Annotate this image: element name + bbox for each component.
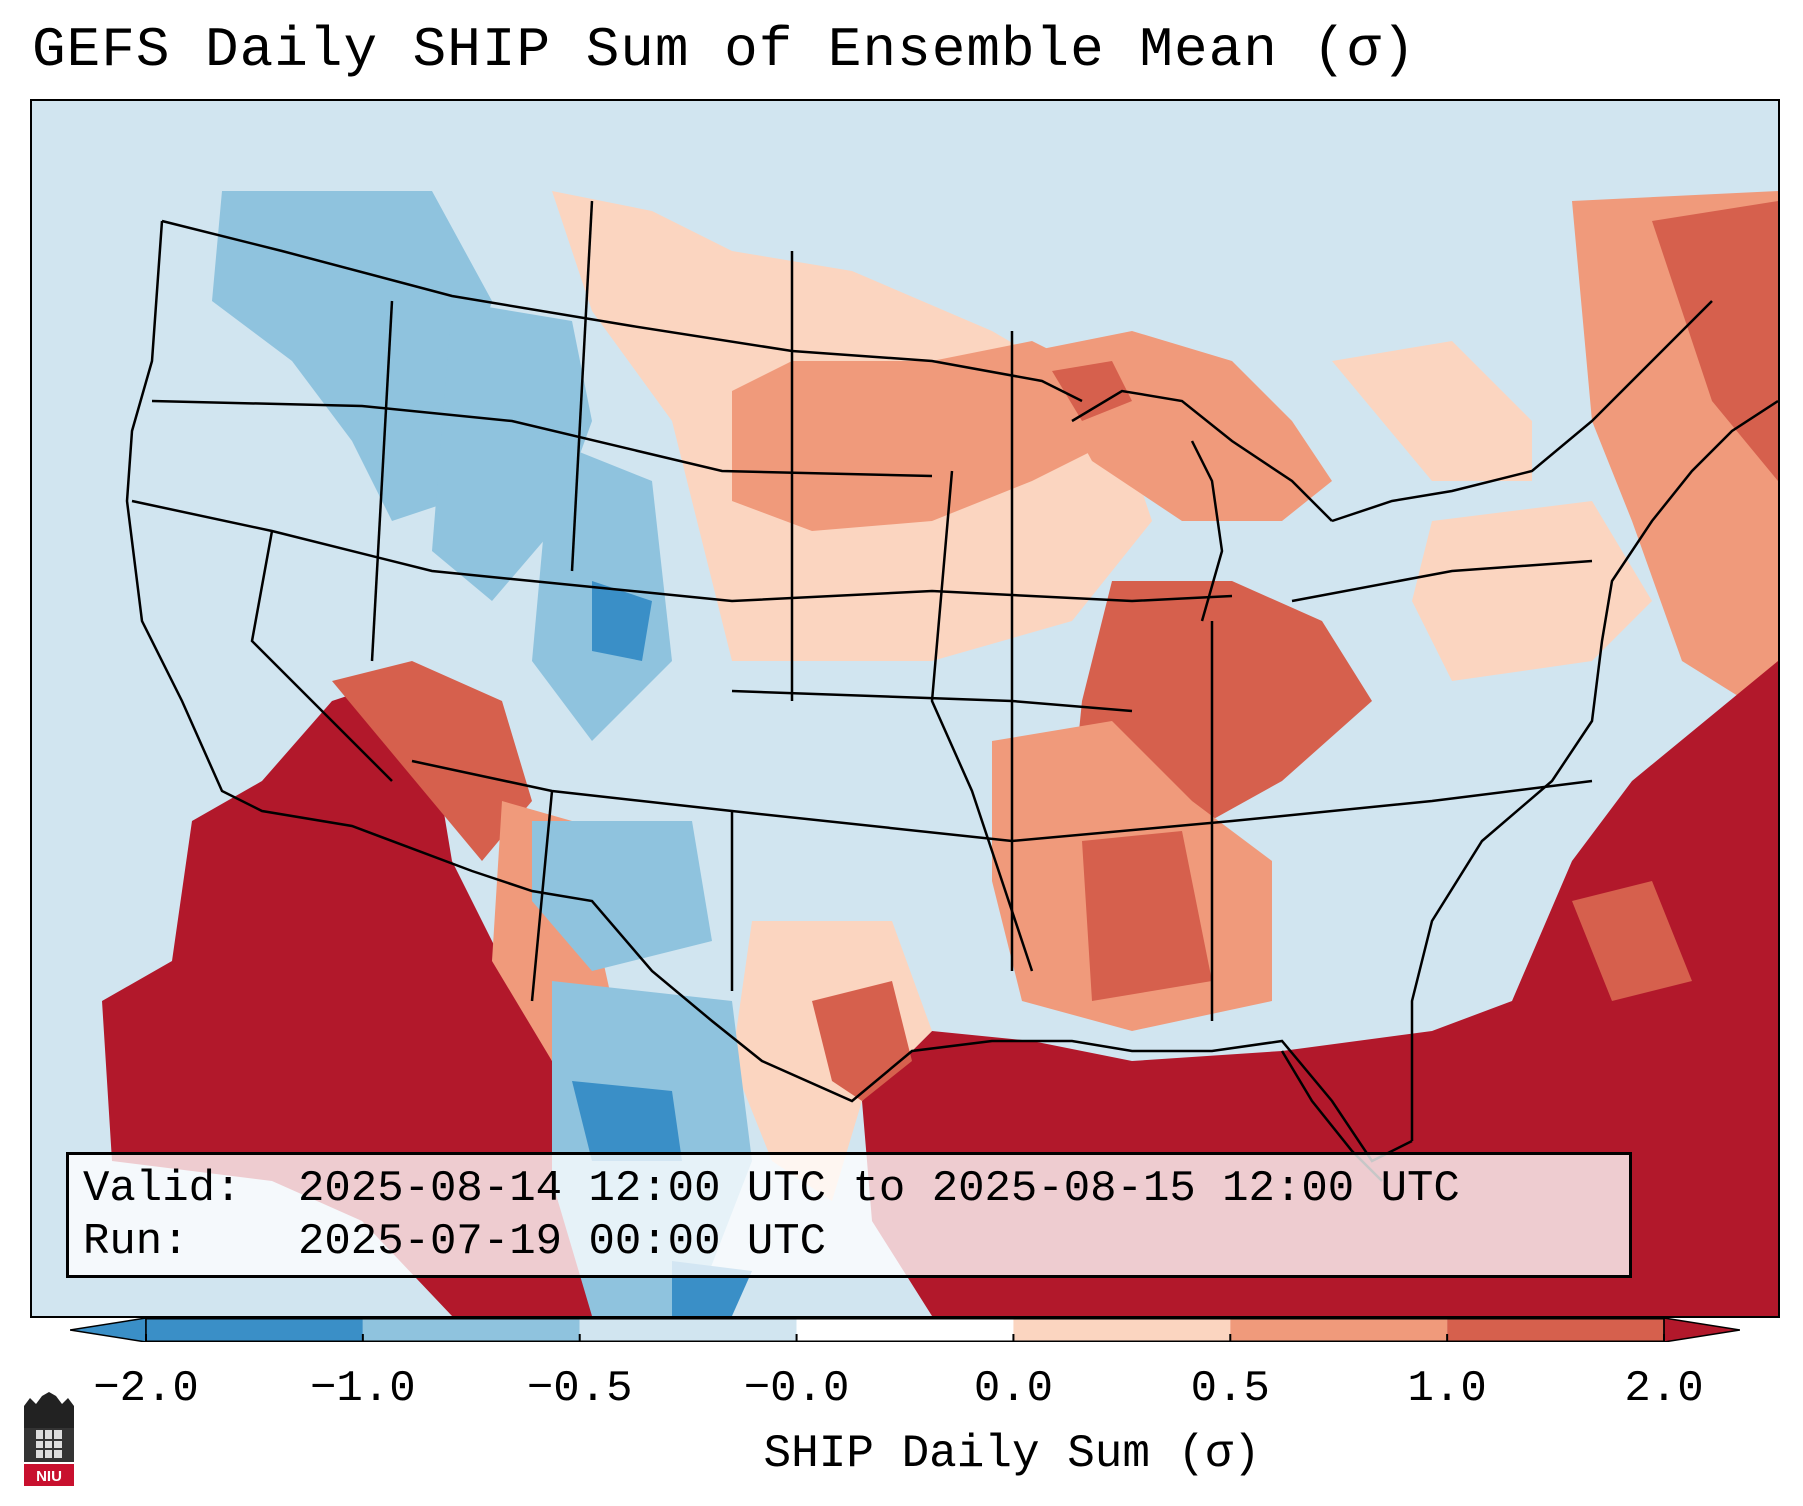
run-value: 2025-07-19 00:00 UTC bbox=[298, 1217, 827, 1267]
run-line: Run: 2025-07-19 00:00 UTC bbox=[83, 1216, 1615, 1269]
anomaly-map bbox=[32, 101, 1778, 1316]
valid-line: Valid: 2025-08-14 12:00 UTC to 2025-08-15… bbox=[83, 1163, 1615, 1216]
map-panel bbox=[30, 99, 1780, 1318]
state-line-10 bbox=[1291, 559, 1593, 603]
new-england-strong-positive bbox=[1652, 201, 1778, 481]
boundary-lines bbox=[125, 200, 1778, 1182]
valid-label: Valid: bbox=[83, 1164, 242, 1214]
state-line-8 bbox=[570, 200, 594, 572]
colorbar-tick-label: −0.0 bbox=[743, 1364, 850, 1414]
valid-run-info-box: Valid: 2025-08-14 12:00 UTC to 2025-08-15… bbox=[66, 1152, 1632, 1278]
colorado-strong-negative bbox=[592, 581, 652, 661]
colorbar-segment bbox=[579, 1318, 797, 1342]
valid-value: 2025-08-14 12:00 UTC to 2025-08-15 12:00… bbox=[298, 1164, 1460, 1214]
colorbar-segment bbox=[1013, 1318, 1231, 1342]
colorbar-label: SHIP Daily Sum (σ) bbox=[763, 1428, 1261, 1480]
colorbar-tick-label: −2.0 bbox=[93, 1364, 199, 1414]
colorbar-segment bbox=[362, 1318, 580, 1342]
logo-tower-roof bbox=[24, 1392, 74, 1430]
state-line-5 bbox=[930, 470, 1034, 972]
colorbar-segment bbox=[1447, 1318, 1664, 1342]
logo-text: NIU bbox=[36, 1468, 62, 1485]
lake-michigan-shore bbox=[1190, 440, 1224, 622]
state-line-2 bbox=[131, 499, 1233, 603]
canada-weak-positive bbox=[1332, 341, 1532, 481]
colorbar-extend-low bbox=[70, 1318, 147, 1342]
colorbar-tick-label: 1.0 bbox=[1407, 1364, 1487, 1414]
us-canada-border bbox=[161, 219, 1083, 403]
az-nm-line bbox=[530, 790, 554, 1002]
colorbar-tick-label: 2.0 bbox=[1624, 1364, 1704, 1414]
colorbar-tick-label: 0.0 bbox=[973, 1364, 1054, 1414]
colorbar-tick-label: −1.0 bbox=[310, 1364, 416, 1414]
colorbar bbox=[70, 1318, 1740, 1342]
colorbar-segment bbox=[146, 1318, 363, 1342]
logo-tower-window bbox=[36, 1430, 62, 1458]
deep-south-strong-positive bbox=[1082, 831, 1212, 1001]
four-corners-strong-positive bbox=[332, 661, 532, 861]
colorbar-extend-high bbox=[1663, 1318, 1740, 1342]
great-lakes-shore bbox=[1071, 389, 1333, 522]
colorbar-segment bbox=[1230, 1318, 1448, 1342]
nevada-line bbox=[250, 530, 393, 782]
logo-window-grid bbox=[36, 1430, 62, 1458]
east-coastline bbox=[1410, 399, 1778, 1141]
st-lawrence-line bbox=[1331, 300, 1713, 523]
colorbar-tick-label: −0.5 bbox=[526, 1364, 633, 1414]
mexico-strong-negative bbox=[572, 1081, 682, 1161]
logo-banner bbox=[24, 1464, 74, 1486]
niu-logo: NIU bbox=[24, 1392, 74, 1486]
northwest-negative bbox=[212, 191, 492, 521]
west-gulf-coastline bbox=[125, 220, 1413, 1163]
new-mexico-negative bbox=[532, 821, 712, 971]
run-label: Run: bbox=[83, 1217, 189, 1267]
mid-atlantic-weak-positive bbox=[1412, 501, 1652, 681]
colorbar-outline bbox=[145, 1318, 1665, 1342]
north-plains-positive bbox=[732, 341, 1112, 531]
superior-strong-positive bbox=[1052, 361, 1132, 421]
colorbar-segment bbox=[796, 1318, 1014, 1342]
map-title: GEFS Daily SHIP Sum of Ensemble Mean (σ) bbox=[32, 18, 1417, 82]
colorbar-tick-label: 0.5 bbox=[1190, 1364, 1270, 1414]
state-line-9 bbox=[370, 300, 394, 662]
atlantic-patch bbox=[1572, 881, 1692, 1001]
